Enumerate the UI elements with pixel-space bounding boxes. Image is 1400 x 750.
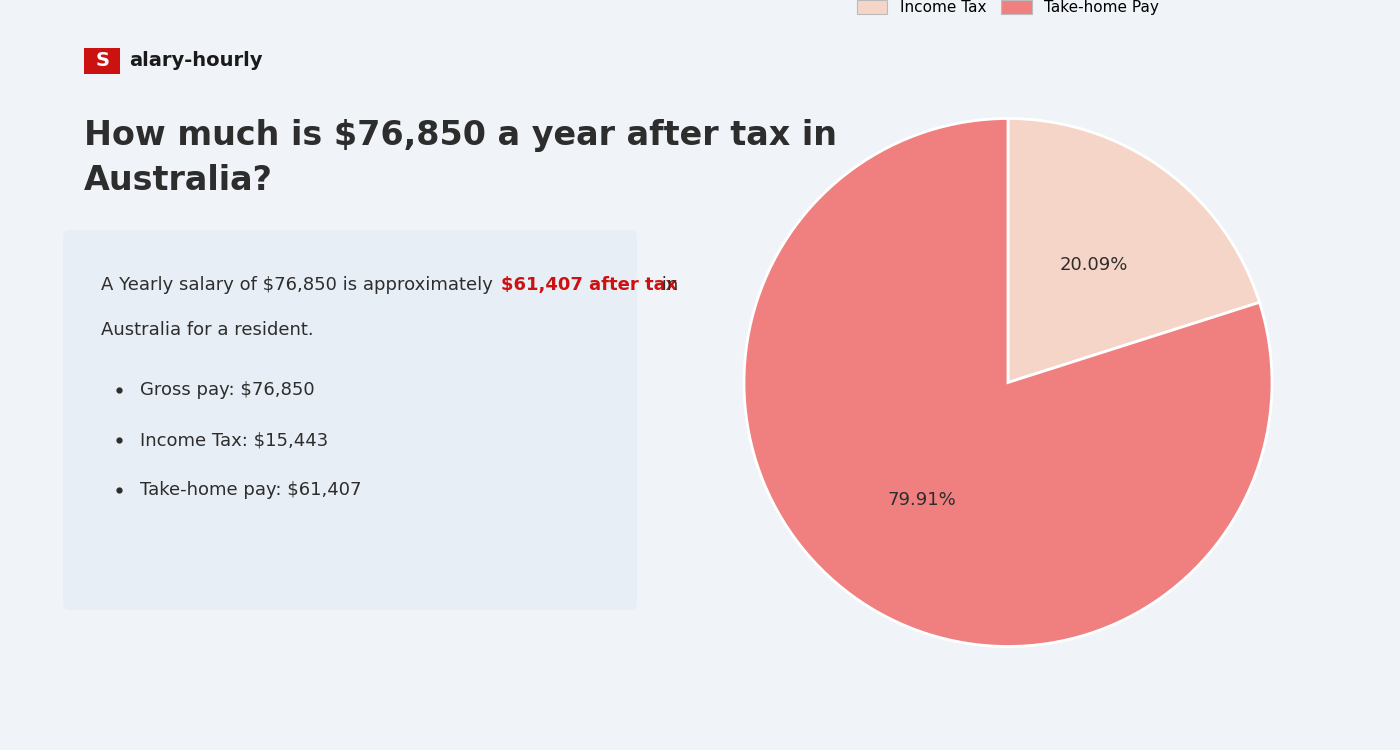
Text: Take-home pay: $61,407: Take-home pay: $61,407 — [140, 481, 361, 499]
Text: alary-hourly: alary-hourly — [129, 52, 262, 70]
Text: How much is $76,850 a year after tax in: How much is $76,850 a year after tax in — [84, 118, 837, 152]
FancyBboxPatch shape — [84, 48, 120, 74]
Wedge shape — [743, 118, 1273, 646]
Text: Australia for a resident.: Australia for a resident. — [101, 321, 314, 339]
Text: A Yearly salary of $76,850 is approximately: A Yearly salary of $76,850 is approximat… — [101, 276, 498, 294]
Wedge shape — [1008, 118, 1260, 382]
Text: in: in — [655, 276, 678, 294]
Legend: Income Tax, Take-home Pay: Income Tax, Take-home Pay — [851, 0, 1165, 22]
Text: 20.09%: 20.09% — [1060, 256, 1128, 274]
Text: Gross pay: $76,850: Gross pay: $76,850 — [140, 381, 315, 399]
Text: Australia?: Australia? — [84, 164, 273, 196]
Text: Income Tax: $15,443: Income Tax: $15,443 — [140, 431, 328, 449]
FancyBboxPatch shape — [63, 230, 637, 610]
Text: S: S — [95, 52, 109, 70]
Text: 79.91%: 79.91% — [888, 490, 956, 508]
Text: $61,407 after tax: $61,407 after tax — [501, 276, 678, 294]
